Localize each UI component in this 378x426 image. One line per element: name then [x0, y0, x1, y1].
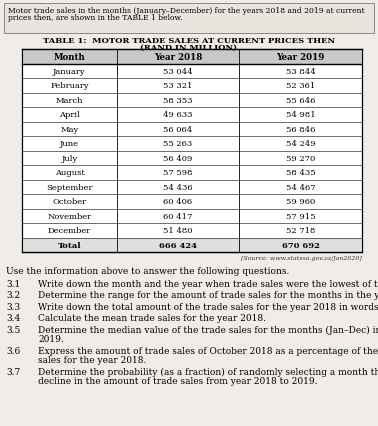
Bar	[22, 50, 362, 253]
Text: 53 321: 53 321	[163, 82, 193, 90]
Text: 58 435: 58 435	[286, 169, 315, 177]
Text: TABLE 1:  MOTOR TRADE SALES AT CURRENT PRICES THEN: TABLE 1: MOTOR TRADE SALES AT CURRENT PR…	[43, 37, 335, 45]
Text: December: December	[48, 227, 91, 235]
Text: 54 467: 54 467	[286, 183, 315, 191]
Text: Determine the median value of the trade sales for the months (Jan–Dec) in the ye: Determine the median value of the trade …	[38, 325, 378, 334]
Text: 53 044: 53 044	[163, 68, 193, 75]
Text: 57 598: 57 598	[163, 169, 193, 177]
Text: 56 064: 56 064	[163, 125, 193, 133]
Text: Use the information above to answer the following questions.: Use the information above to answer the …	[6, 266, 290, 275]
Text: Total: Total	[58, 241, 81, 249]
Text: 3.5: 3.5	[6, 325, 20, 334]
Text: Write down the total amount of the trade sales for the year 2018 in words.: Write down the total amount of the trade…	[38, 302, 378, 311]
Text: 57 915: 57 915	[286, 212, 315, 220]
Text: 666 424: 666 424	[159, 241, 197, 249]
Text: 49 633: 49 633	[163, 111, 193, 119]
Text: sales for the year 2018.: sales for the year 2018.	[38, 356, 146, 365]
Text: prices then, are shown in the TABLE 1 below.: prices then, are shown in the TABLE 1 be…	[8, 14, 183, 22]
Text: 55 646: 55 646	[286, 97, 315, 104]
Text: 55 263: 55 263	[163, 140, 193, 148]
Text: 60 406: 60 406	[163, 198, 192, 206]
Text: 3.6: 3.6	[6, 346, 20, 355]
Text: (RAND IN MILLION): (RAND IN MILLION)	[141, 44, 237, 52]
Text: July: July	[61, 154, 77, 162]
FancyBboxPatch shape	[4, 4, 374, 34]
Text: March: March	[56, 97, 83, 104]
Text: 54 981: 54 981	[286, 111, 315, 119]
Text: 59 960: 59 960	[286, 198, 315, 206]
Text: 3.2: 3.2	[6, 291, 20, 300]
Text: February: February	[50, 82, 89, 90]
Text: May: May	[60, 125, 79, 133]
Text: January: January	[53, 68, 86, 75]
Text: 3.4: 3.4	[6, 314, 20, 323]
Text: November: November	[47, 212, 91, 220]
Text: 60 417: 60 417	[163, 212, 193, 220]
Text: Year 2018: Year 2018	[154, 53, 202, 62]
Text: 52 361: 52 361	[286, 82, 315, 90]
Text: 56 846: 56 846	[286, 125, 315, 133]
Text: 53 844: 53 844	[286, 68, 315, 75]
Text: Year 2019: Year 2019	[276, 53, 325, 62]
Text: Month: Month	[54, 53, 85, 62]
Text: [Source: www.statssa.gov.za/Jan2020]: [Source: www.statssa.gov.za/Jan2020]	[241, 256, 362, 260]
Text: 54 249: 54 249	[286, 140, 315, 148]
Text: Write down the month and the year when trade sales were the lowest of the two ye: Write down the month and the year when t…	[38, 279, 378, 288]
Bar	[22, 238, 362, 253]
Text: June: June	[60, 140, 79, 148]
Text: 56 409: 56 409	[163, 154, 193, 162]
Text: Calculate the mean trade sales for the year 2018.: Calculate the mean trade sales for the y…	[38, 314, 266, 323]
Text: 54 436: 54 436	[163, 183, 193, 191]
Text: 59 270: 59 270	[286, 154, 315, 162]
Text: October: October	[53, 198, 87, 206]
Text: Motor trade sales in the months (January–December) for the years 2018 and 2019 a: Motor trade sales in the months (January…	[8, 7, 365, 15]
Text: 51 480: 51 480	[163, 227, 193, 235]
Text: April: April	[59, 111, 80, 119]
Text: 2019.: 2019.	[38, 335, 64, 344]
Text: 3.1: 3.1	[6, 279, 20, 288]
Text: 3.3: 3.3	[6, 302, 20, 311]
Text: September: September	[46, 183, 93, 191]
Text: 3.7: 3.7	[6, 367, 20, 376]
Text: 52 718: 52 718	[286, 227, 315, 235]
Bar	[22, 50, 362, 64]
Text: 58 353: 58 353	[163, 97, 193, 104]
Text: Determine the probability (as a fraction) of randomly selecting a month that sho: Determine the probability (as a fraction…	[38, 367, 378, 376]
Text: decline in the amount of trade sales from year 2018 to 2019.: decline in the amount of trade sales fro…	[38, 377, 318, 386]
Text: Express the amount of trade sales of October 2018 as a percentage of the total t: Express the amount of trade sales of Oct…	[38, 346, 378, 355]
Text: 670 692: 670 692	[282, 241, 319, 249]
Text: August: August	[55, 169, 84, 177]
Text: Determine the range for the amount of trade sales for the months in the year 201: Determine the range for the amount of tr…	[38, 291, 378, 300]
